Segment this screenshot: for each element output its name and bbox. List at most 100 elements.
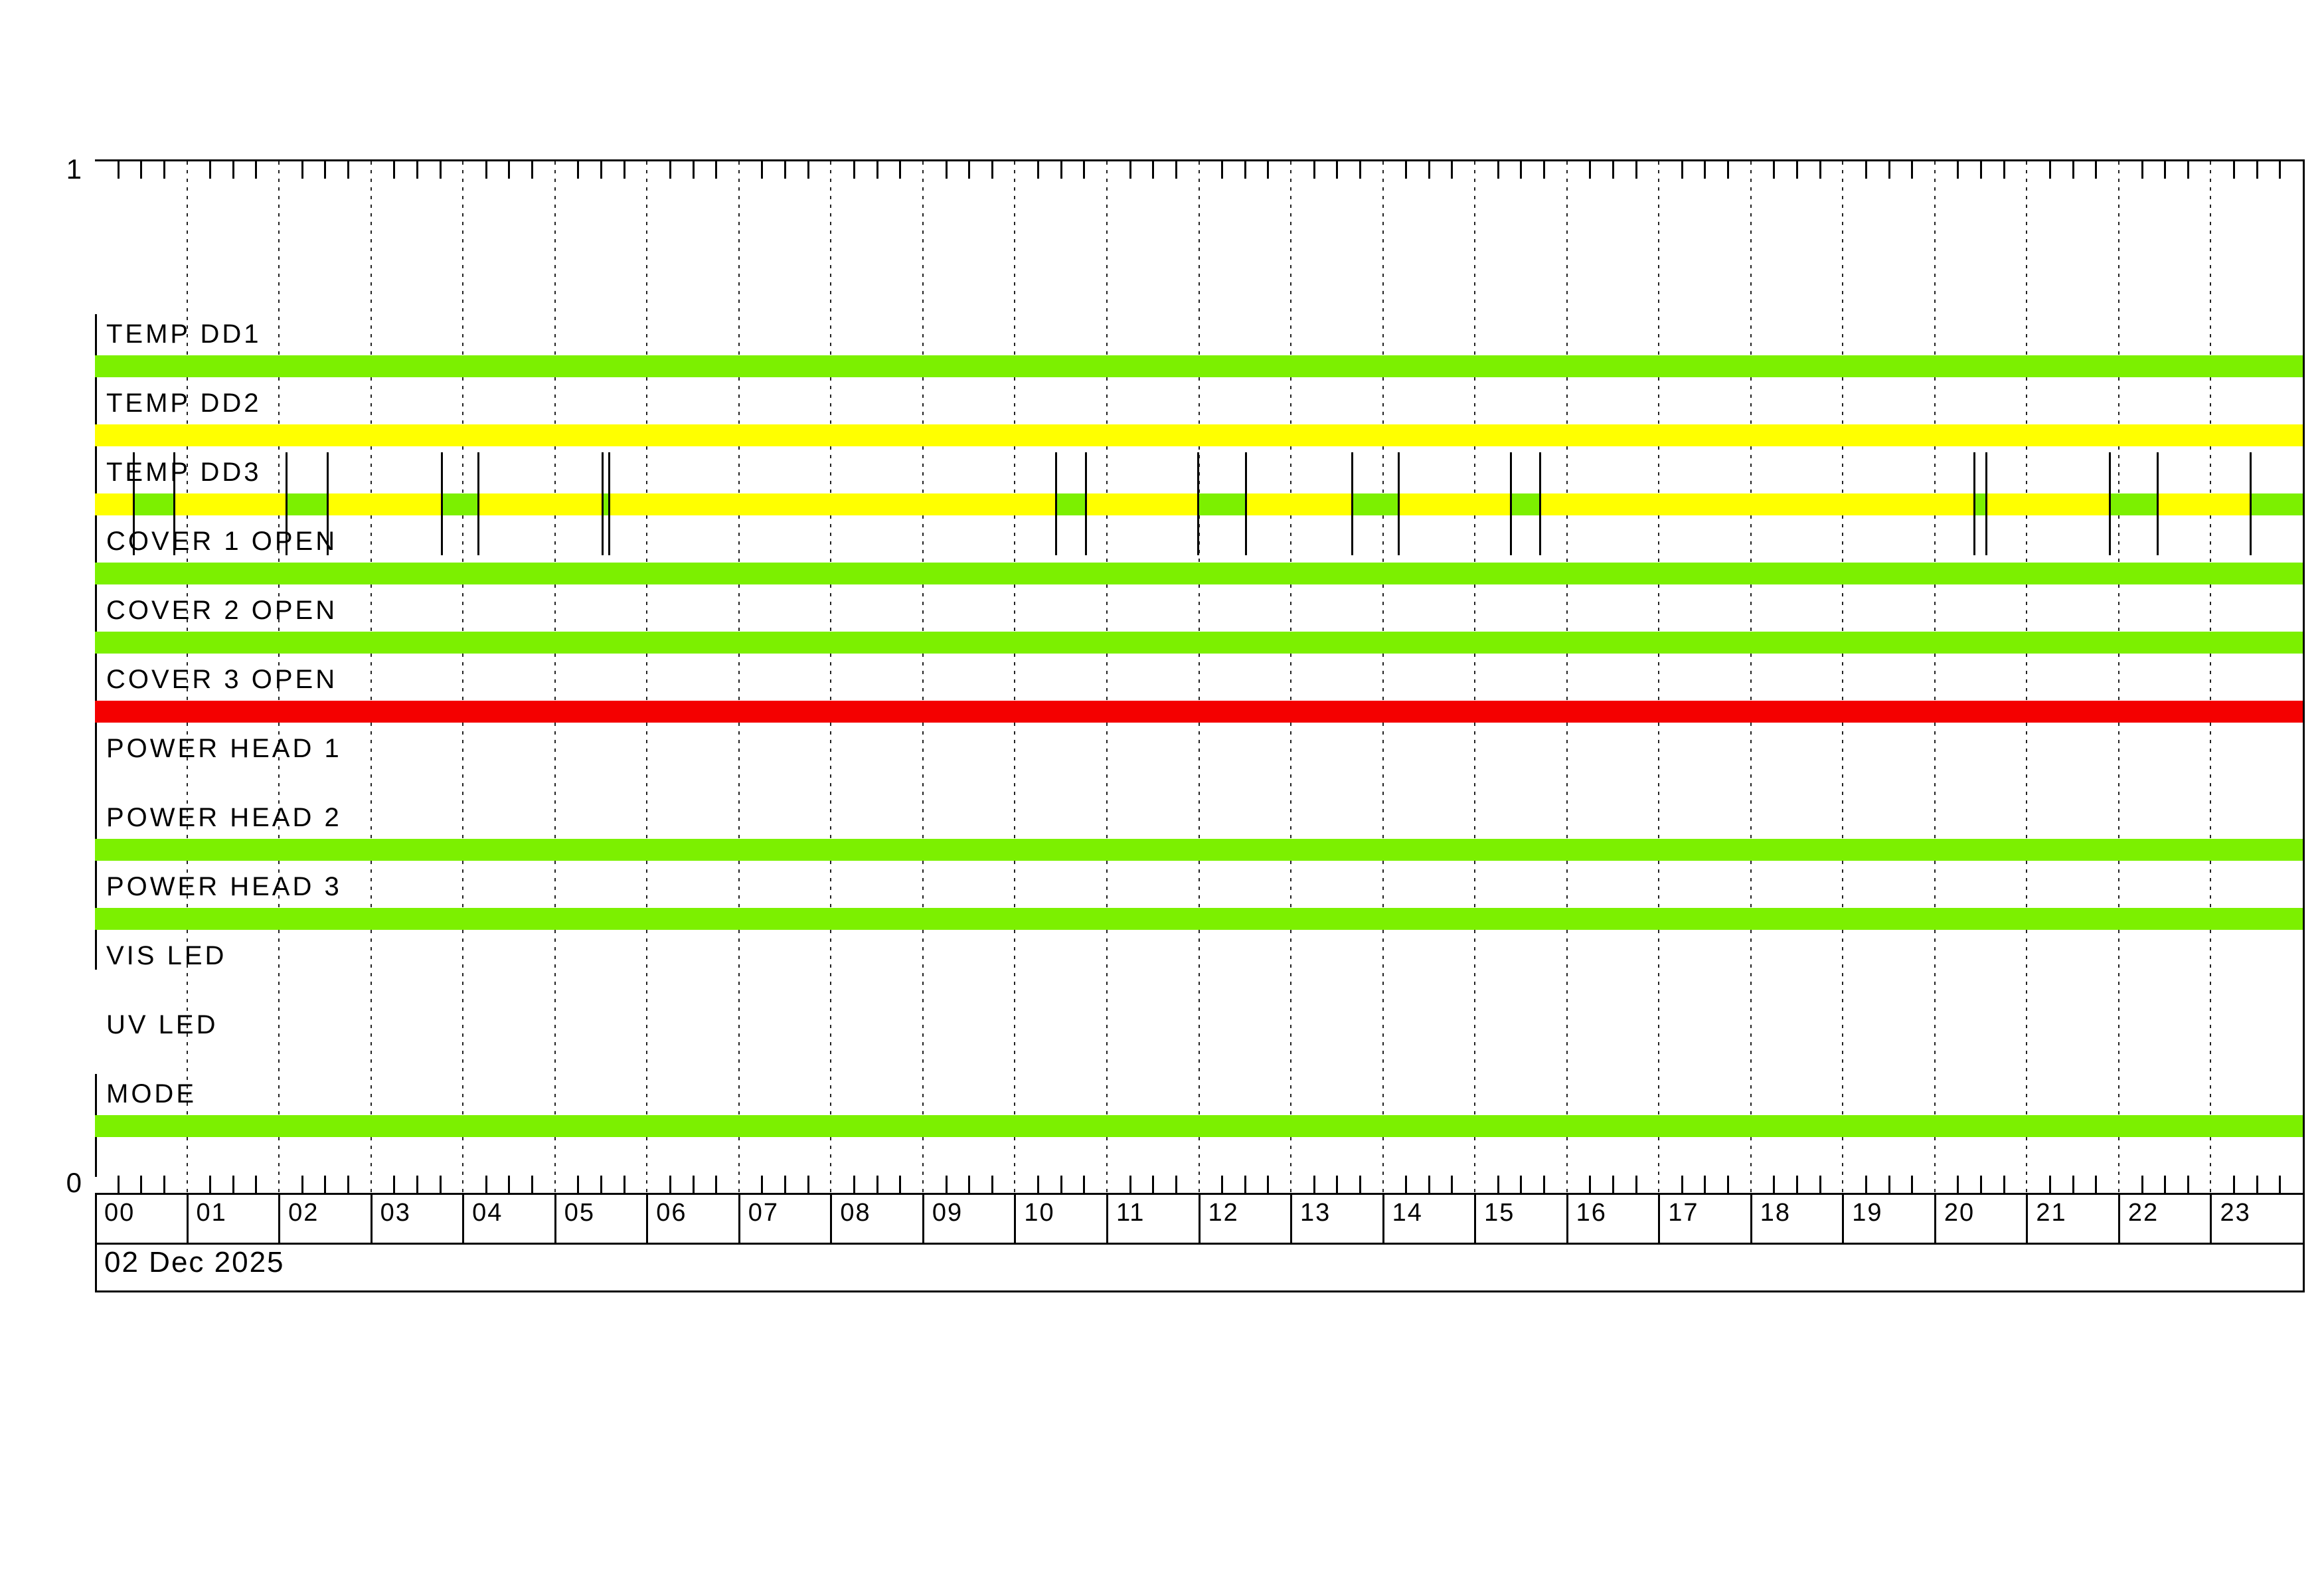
row-label: POWER HEAD 3 <box>106 872 342 901</box>
top-minor-tick <box>1612 161 1614 179</box>
top-minor-tick <box>2072 161 2074 179</box>
top-minor-tick <box>2003 161 2005 179</box>
bottom-minor-tick <box>1819 1176 1821 1193</box>
top-minor-tick <box>1681 161 1683 179</box>
hour-cell-separator <box>1106 1193 1108 1243</box>
transition-line <box>132 452 135 555</box>
plot-right-border <box>2303 159 2305 1292</box>
hour-gridline <box>2210 161 2212 1193</box>
top-minor-tick <box>1957 161 1959 179</box>
top-minor-tick <box>2095 161 2098 179</box>
bottom-minor-tick <box>1773 1176 1776 1193</box>
top-minor-tick <box>623 161 625 179</box>
status-segment <box>1352 493 1399 515</box>
hour-label: 18 <box>1760 1199 1791 1227</box>
hour-cell-separator <box>1750 1193 1752 1243</box>
bottom-minor-tick <box>209 1176 212 1193</box>
hour-cell-separator <box>1198 1193 1201 1243</box>
y-axis-label-top: 1 <box>66 153 82 185</box>
bottom-minor-tick <box>1060 1176 1062 1193</box>
date-label: 02 Dec 2025 <box>104 1246 285 1279</box>
status-segment <box>286 493 328 515</box>
hour-label: 00 <box>104 1199 135 1227</box>
bottom-minor-tick <box>2233 1176 2236 1193</box>
hour-label: 17 <box>1668 1199 1699 1227</box>
row-label: COVER 3 OPEN <box>106 665 338 694</box>
bottom-minor-tick <box>2072 1176 2074 1193</box>
hour-cell-separator <box>2026 1193 2029 1243</box>
hour-gridline <box>922 161 924 1193</box>
hour-gridline <box>1106 161 1108 1193</box>
bottom-minor-tick <box>1267 1176 1270 1193</box>
top-minor-tick <box>232 161 234 179</box>
transition-line <box>2156 452 2159 555</box>
bottom-minor-tick <box>1704 1176 1706 1193</box>
top-minor-tick <box>968 161 971 179</box>
top-minor-tick <box>1175 161 1177 179</box>
top-minor-tick <box>1773 161 1776 179</box>
hour-label: 06 <box>656 1199 687 1227</box>
top-minor-tick <box>1267 161 1270 179</box>
status-bar <box>95 355 2303 377</box>
transition-line <box>285 452 288 555</box>
status-segment <box>1511 493 1540 515</box>
bottom-minor-tick <box>1129 1176 1131 1193</box>
top-minor-tick <box>531 161 534 179</box>
top-minor-tick <box>485 161 487 179</box>
top-minor-tick <box>1819 161 1821 179</box>
bottom-minor-tick <box>1175 1176 1177 1193</box>
status-bar <box>95 908 2303 930</box>
bottom-minor-tick <box>692 1176 695 1193</box>
hour-label: 10 <box>1024 1199 1055 1227</box>
bottom-minor-tick <box>1911 1176 1914 1193</box>
top-minor-tick <box>1704 161 1706 179</box>
row-label: TEMP DD3 <box>106 458 262 487</box>
top-minor-tick <box>1359 161 1361 179</box>
top-minor-tick <box>2164 161 2167 179</box>
status-segment <box>133 493 175 515</box>
top-minor-tick <box>393 161 396 179</box>
transition-line <box>1084 452 1087 555</box>
row-label: TEMP DD1 <box>106 319 262 349</box>
hour-gridline <box>186 161 188 1193</box>
date-row-bottom-line <box>95 1290 2305 1292</box>
hour-cell-separator <box>1014 1193 1017 1243</box>
transition-line <box>1197 452 1199 555</box>
hour-gridline <box>1014 161 1016 1193</box>
status-segment <box>442 493 479 515</box>
hour-label: 11 <box>1116 1199 1145 1227</box>
bottom-minor-tick <box>301 1176 303 1193</box>
bottom-minor-tick <box>140 1176 143 1193</box>
status-segment <box>602 493 610 515</box>
transition-line <box>1538 452 1541 555</box>
top-minor-tick <box>1244 161 1246 179</box>
hour-cell-separator <box>1658 1193 1661 1243</box>
bottom-minor-tick <box>1221 1176 1224 1193</box>
status-bar <box>95 563 2303 584</box>
hour-label: 23 <box>2220 1199 2251 1227</box>
hour-gridline <box>278 161 280 1193</box>
top-minor-tick <box>2256 161 2258 179</box>
bottom-minor-tick <box>163 1176 165 1193</box>
bottom-minor-tick <box>1980 1176 1983 1193</box>
top-minor-tick <box>1405 161 1408 179</box>
top-minor-tick <box>209 161 212 179</box>
hour-cell-separator <box>830 1193 833 1243</box>
hour-cell-separator <box>2210 1193 2212 1243</box>
bottom-minor-tick <box>117 1176 120 1193</box>
top-minor-tick <box>1152 161 1155 179</box>
bottom-minor-tick <box>1681 1176 1683 1193</box>
top-minor-tick <box>416 161 418 179</box>
status-bar <box>95 424 2303 446</box>
row-label: VIS LED <box>106 941 227 970</box>
hour-gridline <box>370 161 372 1193</box>
status-bar <box>95 701 2303 723</box>
y-axis-label-bottom: 0 <box>66 1167 82 1198</box>
hour-cell-separator <box>2117 1193 2120 1243</box>
hour-cell-separator <box>646 1193 649 1243</box>
row-label: COVER 1 OPEN <box>106 527 338 556</box>
top-minor-tick <box>761 161 764 179</box>
top-minor-tick <box>853 161 855 179</box>
row-axis-mark <box>95 729 97 832</box>
status-bar <box>95 632 2303 654</box>
